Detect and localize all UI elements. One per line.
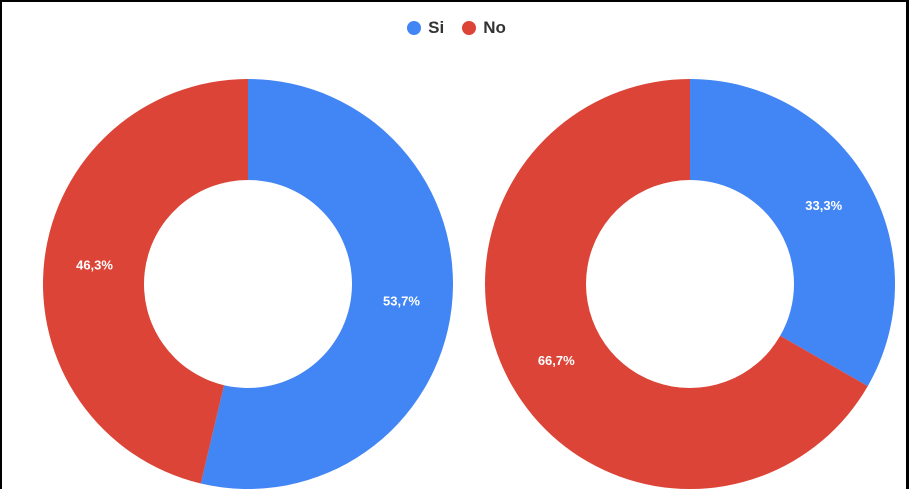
- legend-dot-no: [462, 21, 477, 35]
- donut-chart-2: 33,3% 66,7%: [485, 79, 895, 489]
- slice-2-si[interactable]: [690, 79, 895, 387]
- slice-1-no[interactable]: [42, 79, 248, 484]
- slice-2-no[interactable]: [485, 79, 868, 489]
- legend-dot-si: [407, 21, 422, 35]
- legend-item-no[interactable]: No: [462, 18, 506, 38]
- legend-item-si[interactable]: Si: [407, 18, 444, 38]
- legend-label-si: Si: [428, 18, 445, 37]
- slice-label-1-si: 53,7%: [383, 293, 420, 308]
- slice-1-si[interactable]: [200, 79, 453, 489]
- slice-label-2-no: 66,7%: [538, 353, 575, 368]
- slice-label-1-no: 46,3%: [76, 258, 113, 273]
- donut-chart-1: 53,7% 46,3%: [42, 79, 453, 489]
- legend-label-no: No: [483, 18, 506, 37]
- legend: Si No: [2, 18, 911, 38]
- slice-label-2-si: 33,3%: [805, 198, 842, 213]
